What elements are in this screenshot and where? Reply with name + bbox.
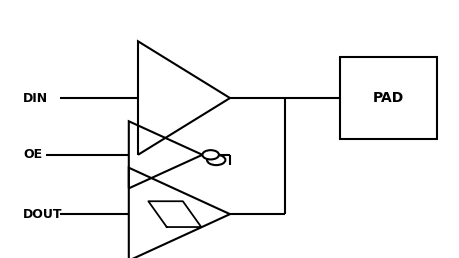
Text: OE: OE [23, 148, 42, 161]
Text: DOUT: DOUT [23, 208, 62, 221]
Circle shape [202, 150, 218, 159]
Bar [340, 57, 436, 139]
Circle shape [207, 155, 225, 165]
Text: DIN: DIN [23, 92, 48, 104]
Text: PAD: PAD [372, 91, 403, 105]
